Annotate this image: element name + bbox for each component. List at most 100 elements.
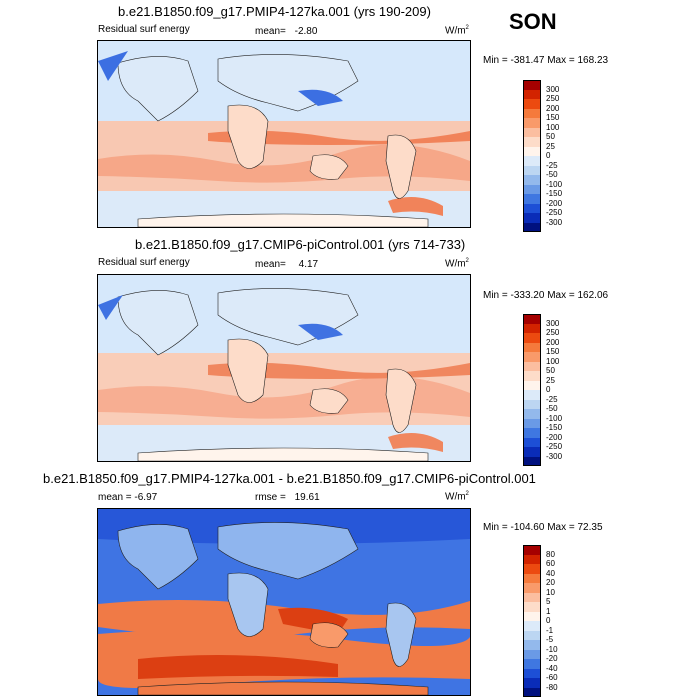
colorbar-tick-label: -200 bbox=[546, 198, 563, 208]
colorbar-cell bbox=[523, 156, 541, 166]
colorbar-cell bbox=[523, 80, 541, 90]
colorbar-tick-label: 0 bbox=[546, 385, 551, 394]
colorbar-cell bbox=[523, 175, 541, 185]
colorbar-cell bbox=[523, 222, 541, 232]
colorbar-tick-label: -10 bbox=[546, 644, 558, 654]
colorbar-cell bbox=[523, 390, 541, 400]
africa bbox=[227, 338, 269, 403]
antarctica bbox=[137, 447, 429, 461]
panel-2-mean: mean= 4.17 bbox=[255, 259, 318, 270]
colorbar-cell bbox=[523, 592, 541, 602]
colorbar-tick-label: 40 bbox=[546, 568, 555, 578]
colorbar-cell bbox=[523, 184, 541, 194]
season-label: SON bbox=[509, 9, 557, 34]
colorbar-cell bbox=[523, 678, 541, 688]
colorbar-tick-label: 25 bbox=[546, 375, 555, 385]
colorbar-cell bbox=[523, 314, 541, 324]
colorbar-tick-label: -150 bbox=[546, 423, 563, 432]
colorbar-cell bbox=[523, 456, 541, 466]
colorbar-cell bbox=[523, 409, 541, 419]
colorbar-tick-label: 50 bbox=[546, 366, 555, 375]
panel-2-title: b.e21.B1850.f09_g17.CMIP6-piControl.001 … bbox=[135, 237, 466, 252]
colorbar-cell bbox=[523, 380, 541, 390]
africa bbox=[227, 104, 269, 169]
colorbar-tick-label: -25 bbox=[546, 160, 558, 170]
colorbar-cell bbox=[523, 165, 541, 175]
panel-2-map bbox=[97, 274, 471, 462]
colorbar-cell bbox=[523, 118, 541, 128]
panel-3-rmse-value: 19.61 bbox=[294, 492, 320, 503]
colorbar-cell bbox=[523, 418, 541, 428]
colorbar-tick-label: -300 bbox=[546, 217, 563, 227]
colorbar-cell bbox=[523, 564, 541, 574]
colorbar-tick-label: 1 bbox=[546, 606, 551, 616]
colorbar-cell bbox=[523, 573, 541, 583]
panel-1-variable-label: Residual surf energy bbox=[98, 24, 190, 35]
colorbar-cell bbox=[523, 213, 541, 223]
colorbar-tick-label: -100 bbox=[546, 413, 563, 423]
colorbar-cell bbox=[523, 146, 541, 156]
africa bbox=[227, 572, 269, 637]
colorbar-tick-label: 60 bbox=[546, 559, 555, 568]
north-america bbox=[117, 290, 199, 356]
colorbar-tick-label: 150 bbox=[546, 113, 560, 122]
australia bbox=[309, 622, 349, 648]
colorbar-tick-label: -80 bbox=[546, 682, 558, 692]
colorbar-tick-label: 0 bbox=[546, 616, 551, 625]
colorbar-tick-label: -50 bbox=[546, 404, 558, 413]
antarctica bbox=[137, 213, 429, 227]
colorbar-cell bbox=[523, 108, 541, 118]
south-america bbox=[385, 134, 417, 199]
colorbar-cell bbox=[523, 371, 541, 381]
colorbar-tick-label: -50 bbox=[546, 170, 558, 179]
australia bbox=[309, 154, 349, 180]
colorbar-cell bbox=[523, 621, 541, 631]
panel-2-units: W/m2 bbox=[445, 258, 469, 270]
colorbar-tick-label: 100 bbox=[546, 356, 560, 366]
panel-2-map-svg bbox=[98, 275, 470, 461]
colorbar-tick-label: 50 bbox=[546, 132, 555, 141]
colorbar-tick-label: 10 bbox=[546, 587, 555, 597]
panel-1-mean: mean= -2.80 bbox=[255, 26, 317, 37]
colorbar-cell bbox=[523, 399, 541, 409]
colorbar-tick-label: 25 bbox=[546, 141, 555, 151]
panel-1-map-svg bbox=[98, 41, 470, 227]
colorbar-cell bbox=[523, 583, 541, 593]
colorbar-tick-label: -300 bbox=[546, 451, 563, 461]
panel-1-minmax: Min = -381.47 Max = 168.23 bbox=[483, 55, 609, 66]
australia bbox=[309, 388, 349, 414]
colorbar-tick-label: -60 bbox=[546, 673, 558, 682]
panel-1-units: W/m2 bbox=[445, 25, 469, 37]
colorbar-cell bbox=[523, 649, 541, 659]
panel-3-title: b.e21.B1850.f09_g17.PMIP4-127ka.001 - b.… bbox=[43, 471, 536, 486]
colorbar-cell bbox=[523, 127, 541, 137]
colorbar-tick-label: 200 bbox=[546, 337, 560, 347]
panel-3-minmax: Min = -104.60 Max = 72.35 bbox=[483, 522, 603, 533]
panel-3-units: W/m2 bbox=[445, 491, 469, 503]
colorbar-tick-label: -150 bbox=[546, 189, 563, 198]
panel-2-colorbar bbox=[523, 314, 541, 466]
colorbar-cell bbox=[523, 342, 541, 352]
panel-1-colorbar bbox=[523, 80, 541, 232]
colorbar-tick-label: 5 bbox=[546, 597, 551, 606]
colorbar-tick-label: 250 bbox=[546, 328, 560, 337]
panel-1-title: b.e21.B1850.f09_g17.PMIP4-127ka.001 (yrs… bbox=[118, 4, 431, 19]
colorbar-cell bbox=[523, 640, 541, 650]
colorbar-tick-label: -200 bbox=[546, 432, 563, 442]
colorbar-tick-label: 80 bbox=[546, 549, 555, 559]
colorbar-cell bbox=[523, 89, 541, 99]
colorbar-cell bbox=[523, 659, 541, 669]
colorbar-tick-label: -20 bbox=[546, 654, 558, 663]
colorbar-tick-label: -100 bbox=[546, 179, 563, 189]
colorbar-tick-label: -5 bbox=[546, 635, 554, 644]
colorbar-cell bbox=[523, 333, 541, 343]
colorbar-cell bbox=[523, 545, 541, 555]
colorbar-cell bbox=[523, 323, 541, 333]
colorbar-cell bbox=[523, 137, 541, 147]
colorbar-tick-label: -25 bbox=[546, 394, 558, 404]
colorbar-tick-label: 300 bbox=[546, 84, 560, 94]
panel-3-rmse: rmse = 19.61 bbox=[255, 492, 320, 503]
colorbar-tick-label: -250 bbox=[546, 208, 563, 217]
colorbar-tick-label: 300 bbox=[546, 318, 560, 328]
colorbar-cell bbox=[523, 352, 541, 362]
